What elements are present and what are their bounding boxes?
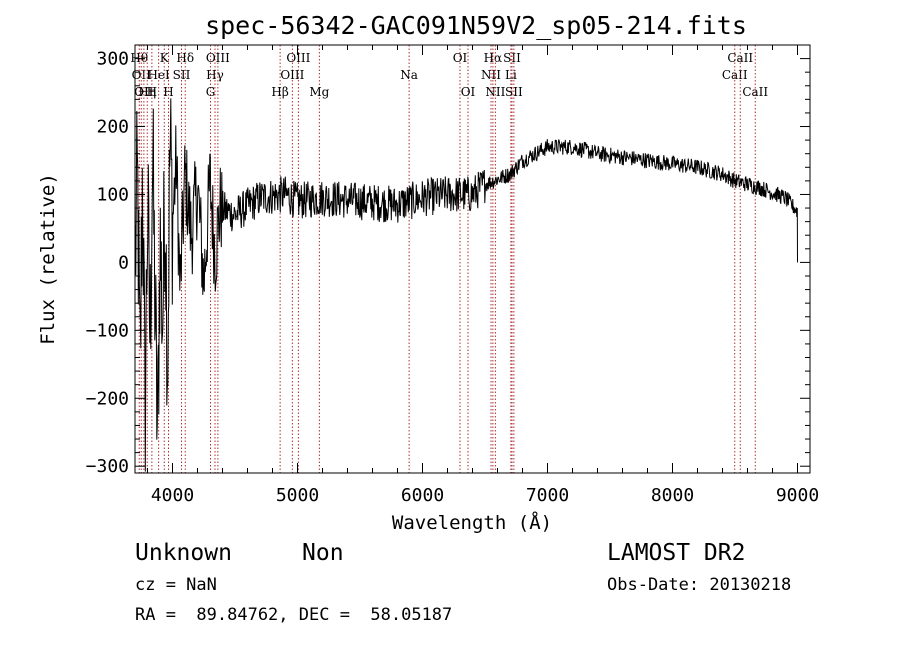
y-tick-label: 300 bbox=[96, 49, 129, 70]
line-marker-label: Li bbox=[505, 68, 517, 82]
line-marker-label: Hδ bbox=[176, 51, 194, 65]
line-marker-label: CaII bbox=[722, 68, 748, 82]
y-tick-label: −300 bbox=[86, 456, 129, 477]
line-marker-label: H bbox=[163, 85, 173, 99]
line-marker-label: OI bbox=[461, 85, 476, 99]
line-marker-label: CaII bbox=[727, 51, 753, 65]
x-tick-label: 6000 bbox=[401, 485, 444, 506]
line-marker-label: OIII bbox=[286, 51, 310, 65]
x-tick-label: 7000 bbox=[526, 485, 569, 506]
line-marker-label: Hβ bbox=[271, 85, 288, 99]
y-tick-label: 0 bbox=[118, 252, 129, 273]
line-marker-label: NII bbox=[481, 68, 501, 82]
x-tick-label: 9000 bbox=[776, 485, 819, 506]
line-markers: HθOIIOIIHηHHeIKHSIIHδGHγOIIIHβOIIIOIIIMg… bbox=[130, 45, 768, 473]
line-marker-label: Mg bbox=[309, 85, 329, 99]
line-marker-label: OIII bbox=[206, 51, 230, 65]
line-marker-label: NII bbox=[485, 85, 505, 99]
x-tick-label: 8000 bbox=[651, 485, 694, 506]
line-marker-label: SII bbox=[503, 51, 521, 65]
line-marker-label: Hθ bbox=[130, 51, 148, 65]
x-axis: 4000 5000 6000 7000 8000 9000 bbox=[147, 45, 819, 506]
line-marker-label: G bbox=[206, 85, 216, 99]
subclass-text: Non bbox=[302, 540, 344, 566]
line-marker-label: H bbox=[147, 85, 157, 99]
y-tick-label: −100 bbox=[86, 320, 129, 341]
line-marker-label: K bbox=[160, 51, 170, 65]
flux-series-line bbox=[134, 98, 798, 472]
line-marker-label: Hα bbox=[484, 51, 503, 65]
line-marker-label: SII bbox=[505, 85, 523, 99]
survey-text: LAMOST DR2 bbox=[607, 540, 745, 566]
y-axis-label: Flux (relative) bbox=[37, 173, 59, 345]
line-marker-label: SII bbox=[173, 68, 191, 82]
line-marker-label: Na bbox=[400, 68, 418, 82]
obs-date-text: Obs-Date: 20130218 bbox=[607, 575, 791, 595]
y-tick-label: 200 bbox=[96, 117, 129, 138]
line-marker-label: HeI bbox=[147, 68, 170, 82]
chart-title: spec-56342-GAC091N59V2_sp05-214.fits bbox=[205, 11, 747, 40]
classification-text: Unknown bbox=[135, 540, 232, 566]
line-marker-label: OII bbox=[134, 85, 154, 99]
y-tick-label: 100 bbox=[96, 184, 129, 205]
line-marker-label: CaII bbox=[742, 85, 768, 99]
x-axis-label: Wavelength (Å) bbox=[392, 511, 552, 534]
line-marker-label: OII bbox=[132, 68, 152, 82]
coordinates-text: RA = 89.84762, DEC = 58.05187 bbox=[135, 605, 452, 625]
line-marker-label: OI bbox=[453, 51, 468, 65]
y-axis: −300 −200 −100 0 100 200 300 bbox=[86, 49, 810, 477]
plot-frame bbox=[134, 44, 811, 474]
y-tick-label: −200 bbox=[86, 388, 129, 409]
cz-text: cz = NaN bbox=[135, 575, 217, 595]
x-tick-label: 4000 bbox=[151, 485, 194, 506]
line-marker-label: Hγ bbox=[206, 68, 224, 82]
x-tick-label: 5000 bbox=[276, 485, 319, 506]
line-marker-label: OIII bbox=[280, 68, 304, 82]
